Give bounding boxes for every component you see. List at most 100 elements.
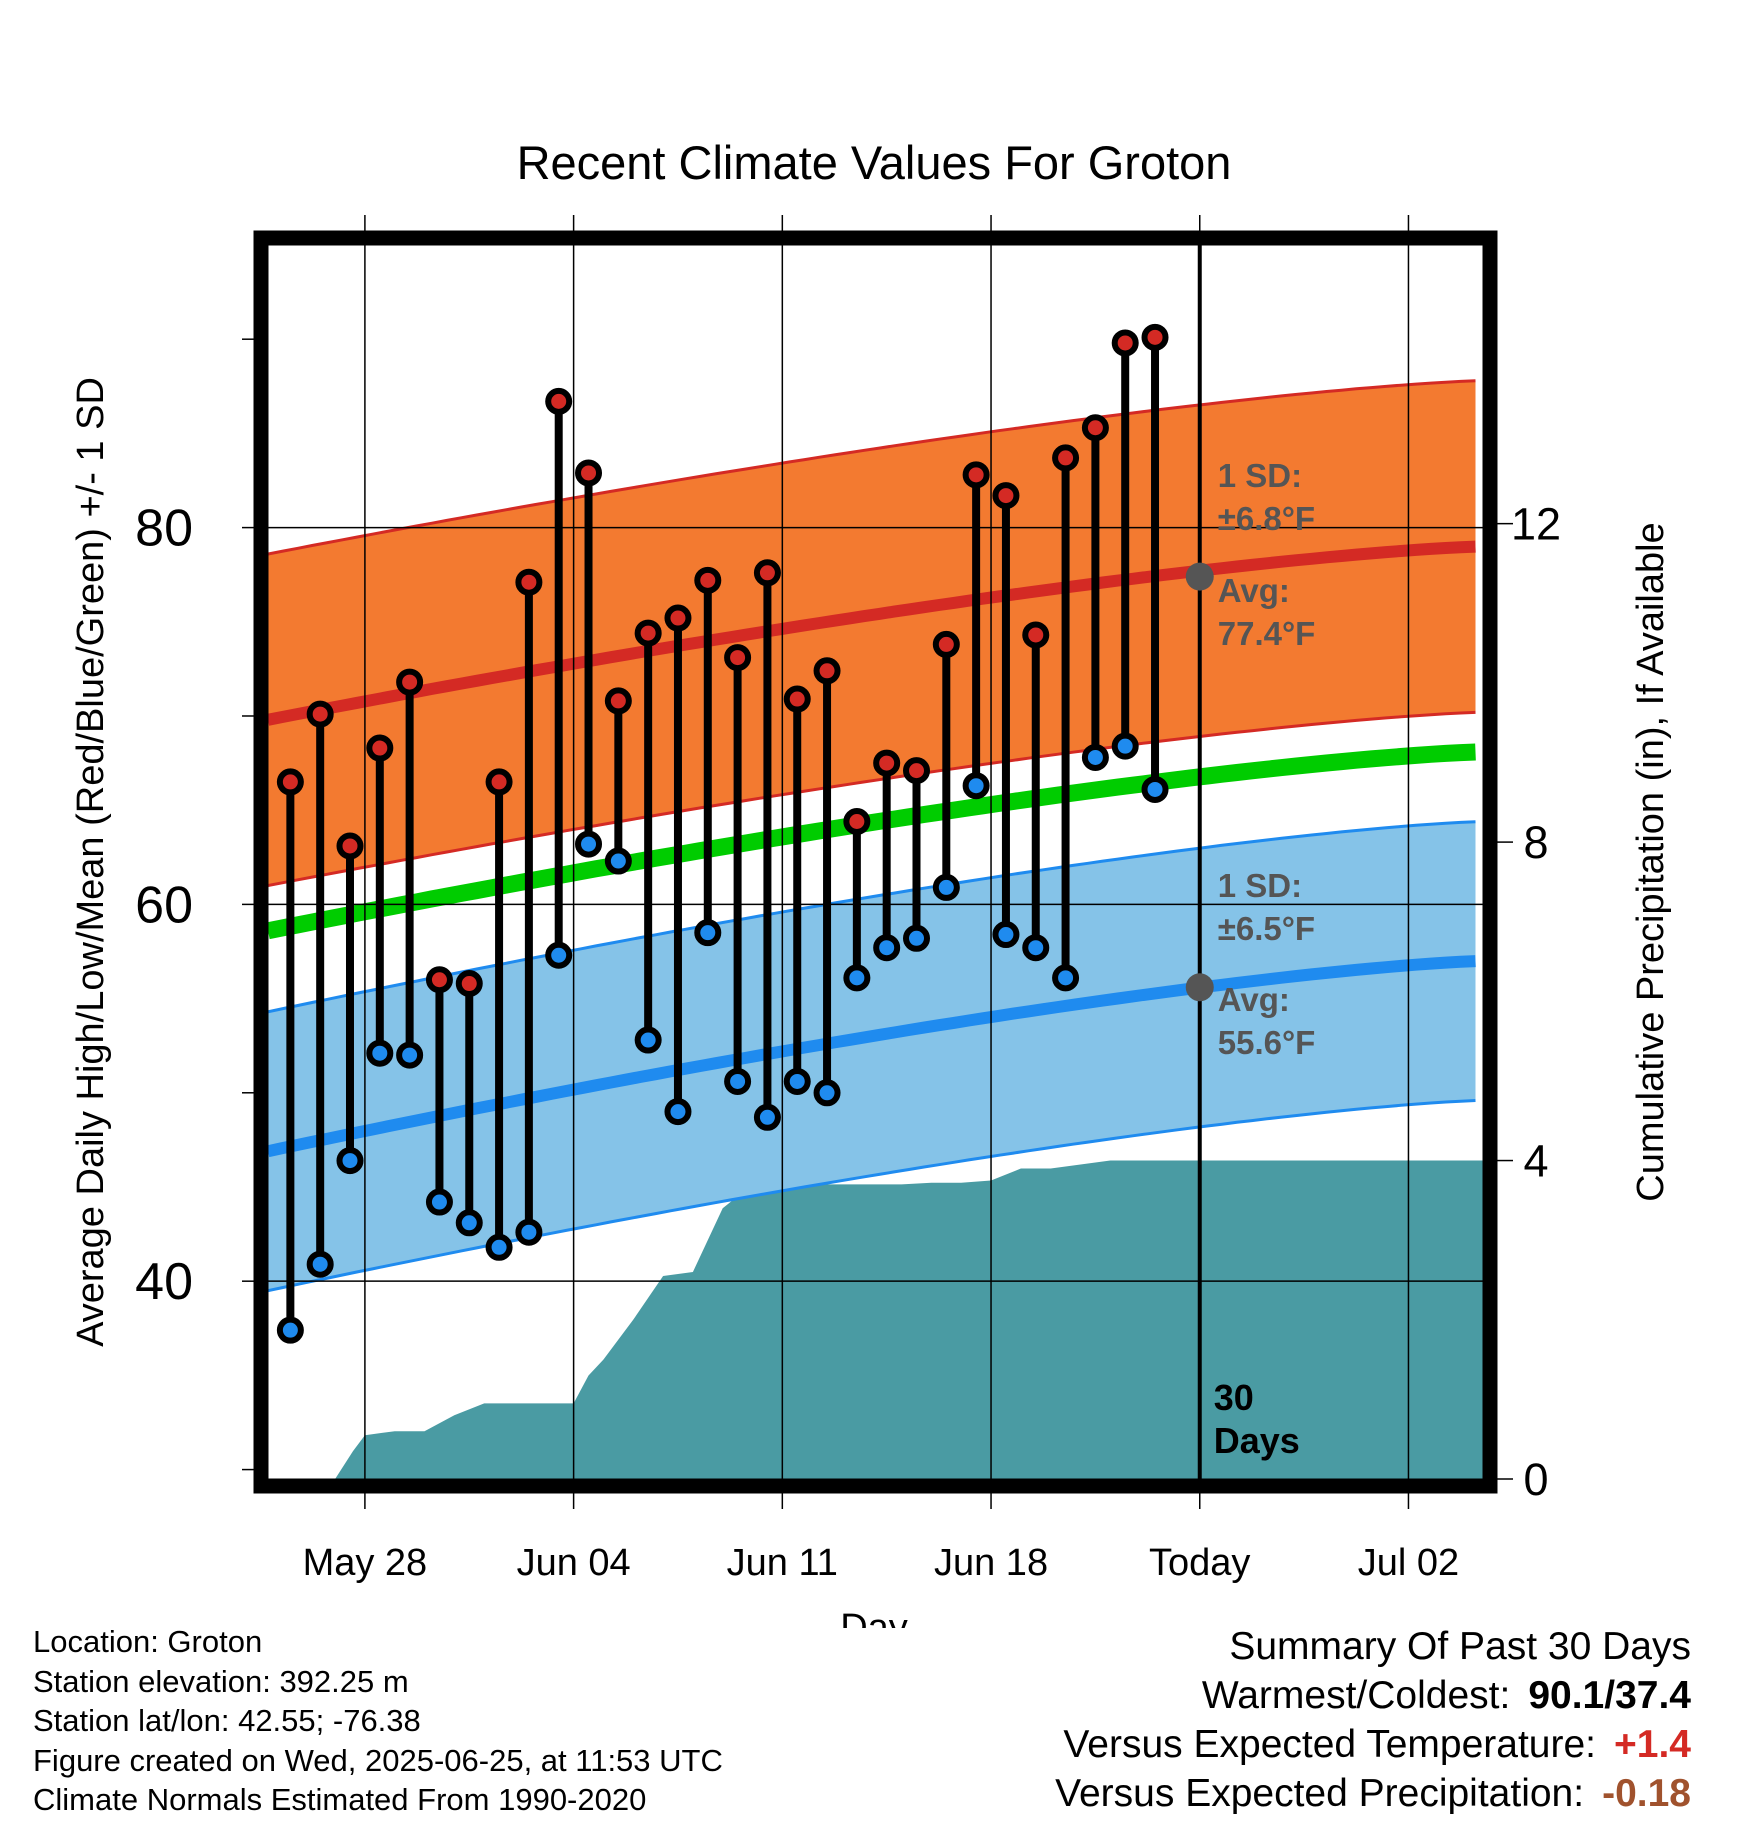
y-axis-label: Average Daily High/Low/Mean (Red/Blue/Gr… [70, 377, 112, 1347]
precip-value: -0.18 [1602, 1772, 1691, 1815]
climate-chart: Recent Climate Values For Groton May 28 J… [70, 136, 1672, 1628]
warmest-value: 90.1/37.4 [1528, 1674, 1691, 1717]
low-temp-point [843, 964, 871, 992]
high-avg-value: 77.4°F [1218, 615, 1316, 652]
summary-title: Summary Of Past 30 Days [1229, 1625, 1691, 1668]
x-tick-label: Jun 18 [934, 1542, 1048, 1584]
high-sd-upper-line [268, 379, 1476, 556]
temp-value: +1.4 [1614, 1723, 1691, 1766]
low-temp-point [694, 919, 722, 947]
low-temp-point [932, 873, 960, 901]
low-sd-value: ±6.5°F [1218, 910, 1315, 947]
high-temp-point [604, 687, 632, 715]
low-temp-point [724, 1067, 752, 1095]
low-temp-point [873, 934, 901, 962]
low-temp-point [425, 1188, 453, 1216]
low-temp-point [962, 772, 990, 800]
latlon-text: Station lat/lon: 42.55; -76.38 [33, 1703, 421, 1738]
low-temp-point [1052, 964, 1080, 992]
temp-label: Versus Expected Temperature: [1063, 1723, 1596, 1766]
high-temp-point [694, 566, 722, 594]
high-temp-point [813, 657, 841, 685]
x-axis-label: Day [840, 1607, 908, 1628]
low-temp-point [664, 1098, 692, 1126]
y2-tick-label: 12 [1511, 499, 1561, 550]
high-temp-point [1081, 414, 1109, 442]
warmest-label: Warmest/Coldest: [1201, 1674, 1511, 1717]
low-temp-point [783, 1067, 811, 1095]
low-temp-point [515, 1218, 543, 1246]
high-temp-point [932, 630, 960, 658]
summary-precip-row: Versus Expected Precipitation: -0.18 [1055, 1769, 1691, 1818]
low-temp-point [604, 847, 632, 875]
x-tick-label: Jul 02 [1358, 1542, 1459, 1584]
low-temp-point [753, 1103, 781, 1131]
high-average-line [268, 540, 1476, 726]
x-tick-label: May 28 [303, 1542, 428, 1584]
high-temp-point [992, 482, 1020, 510]
y2-tick-label: 4 [1523, 1136, 1548, 1187]
high-sd-band [268, 380, 1476, 886]
y-tick-label: 40 [135, 1253, 193, 1311]
high-temp-point [396, 668, 424, 696]
normals-text: Climate Normals Estimated From 1990-2020 [33, 1782, 647, 1817]
high-temp-point [1141, 323, 1169, 351]
low-temp-point [396, 1041, 424, 1069]
low-sd-lower-line [268, 1099, 1476, 1293]
high-sd-value: ±6.8°F [1218, 500, 1315, 537]
low-temp-point [1022, 934, 1050, 962]
high-temp-point [276, 768, 304, 796]
high-temp-point [485, 768, 513, 796]
high-sd-lower-line [268, 710, 1476, 887]
summary-panel: Summary Of Past 30 Days Warmest/Coldest:… [1055, 1622, 1691, 1818]
elevation-text: Station elevation: 392.25 m [33, 1663, 409, 1699]
x-tick-label: Today [1149, 1542, 1250, 1584]
x-tick-label: Jun 11 [727, 1542, 838, 1584]
high-temp-point [425, 966, 453, 994]
days-label-number: 30 [1214, 1377, 1254, 1418]
low-temp-point [902, 924, 930, 952]
low-avg-title: Avg: [1218, 981, 1290, 1018]
low-temp-point [485, 1233, 513, 1261]
high-temp-point [634, 619, 662, 647]
high-temp-point [1052, 444, 1080, 472]
low-temp-point [1141, 775, 1169, 803]
low-sd-title: 1 SD: [1218, 867, 1302, 904]
low-temp-point [306, 1250, 334, 1278]
y-tick-label: 80 [135, 500, 193, 558]
location-text: Location: Groton [33, 1624, 263, 1659]
low-temp-point [1111, 732, 1139, 760]
high-temp-point [306, 700, 334, 728]
y2-tick-label: 8 [1523, 817, 1548, 868]
low-temp-point [366, 1039, 394, 1067]
high-temp-point [753, 559, 781, 587]
low-temp-point [1081, 743, 1109, 771]
x-tick-label: Jun 04 [517, 1542, 631, 1584]
high-temp-point [366, 734, 394, 762]
high-temp-point [873, 749, 901, 777]
station-info: Location: Groton Station elevation: 392.… [33, 1622, 723, 1820]
summary-warmest-row: Warmest/Coldest: 90.1/37.4 [1055, 1671, 1691, 1720]
precip-label: Versus Expected Precipitation: [1055, 1772, 1585, 1815]
precipitation-area [275, 1160, 1483, 1479]
y-tick-label: 60 [135, 876, 193, 934]
low-temp-point [575, 830, 603, 858]
low-temp-point [813, 1079, 841, 1107]
high-avg-title: Avg: [1218, 572, 1290, 609]
low-temp-point [455, 1209, 483, 1237]
high-temp-point [1111, 329, 1139, 357]
high-temp-point [575, 459, 603, 487]
low-avg-today-dot [1185, 973, 1214, 1002]
high-temp-point [962, 461, 990, 489]
plot-frame [253, 230, 1498, 1494]
high-temp-point [902, 757, 930, 785]
mean-average-line [268, 743, 1476, 940]
high-temp-point [843, 807, 871, 835]
created-text: Figure created on Wed, 2025-06-25, at 11… [33, 1742, 723, 1778]
high-temp-point [515, 568, 543, 596]
low-temp-point [634, 1026, 662, 1054]
high-temp-point [336, 832, 364, 860]
low-temp-point [276, 1316, 304, 1344]
chart-title: Recent Climate Values For Groton [517, 136, 1232, 189]
low-sd-band [268, 821, 1476, 1291]
